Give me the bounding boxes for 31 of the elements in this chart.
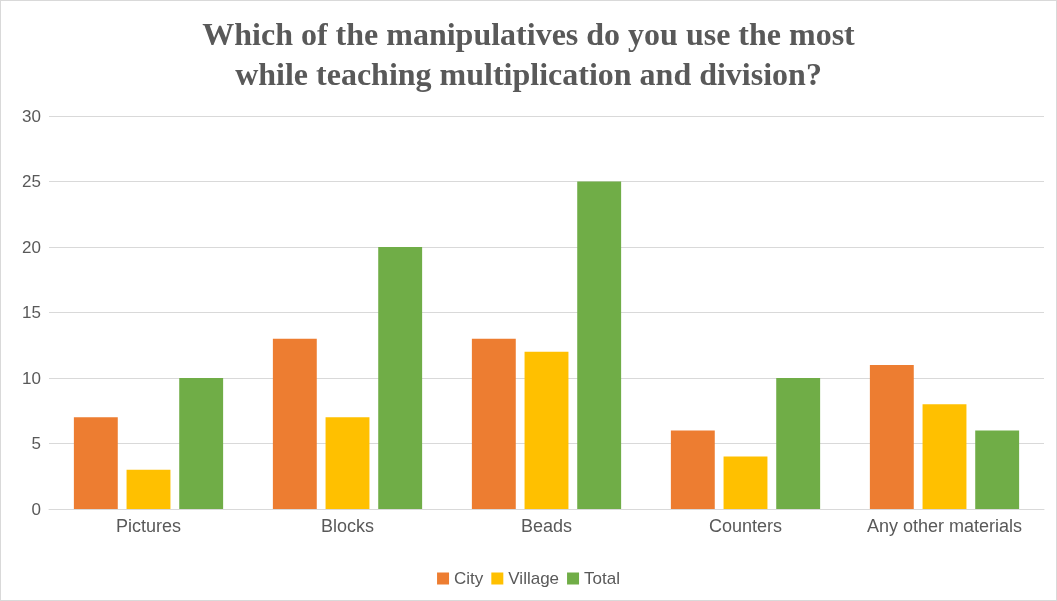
legend-label: Village — [508, 569, 560, 588]
legend-label: City — [454, 569, 484, 588]
x-tick-label: Blocks — [320, 516, 375, 536]
bar — [325, 417, 370, 509]
bar — [73, 417, 118, 509]
x-tick-label: Any other materials — [866, 516, 1023, 536]
bar — [723, 456, 768, 509]
bar — [272, 338, 317, 509]
y-tick-label: 25 — [22, 172, 41, 191]
chart-title: Which of the manipulatives do you use the most while teaching multiplication and division? — [202, 16, 856, 92]
y-tick-label: 10 — [22, 368, 41, 388]
bar — [378, 247, 423, 509]
bar — [126, 469, 171, 509]
x-tick-label: Pictures — [115, 516, 182, 536]
bar — [922, 404, 967, 509]
bar — [471, 338, 516, 509]
bar — [577, 181, 622, 509]
y-tick-label: 5 — [31, 434, 41, 453]
bar — [670, 430, 715, 509]
y-tick-label: 0 — [31, 499, 41, 519]
bar — [524, 351, 569, 509]
bar — [776, 378, 821, 509]
y-tick-label: 30 — [22, 106, 41, 126]
bar — [975, 430, 1020, 509]
y-tick-label: 15 — [22, 303, 41, 322]
x-tick-label: Beads — [520, 516, 573, 536]
legend-label: Total — [584, 569, 620, 588]
bar — [179, 378, 224, 509]
x-tick-label: Counters — [708, 516, 783, 536]
bar — [869, 364, 914, 509]
y-tick-label: 20 — [22, 237, 41, 257]
